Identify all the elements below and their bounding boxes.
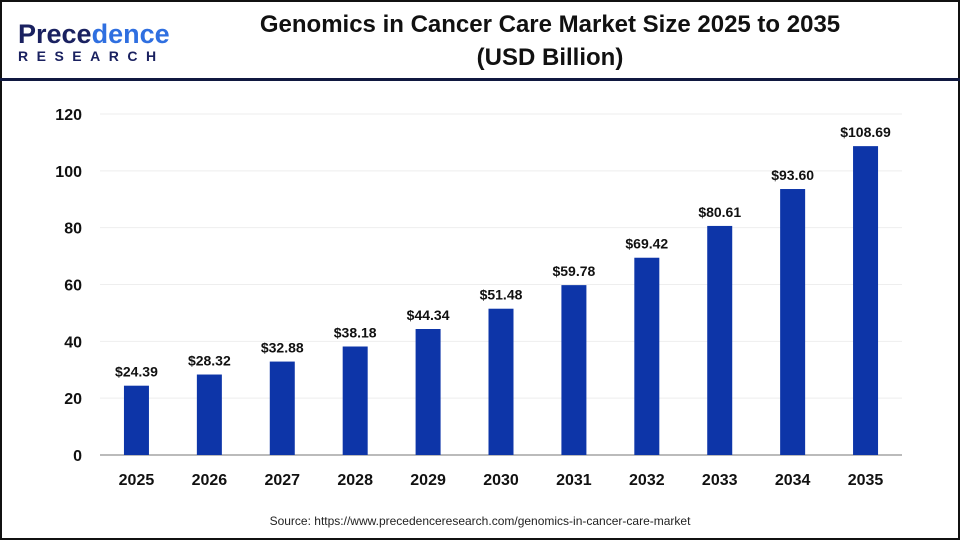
x-tick-label: 2030 bbox=[483, 472, 519, 489]
x-tick-label: 2034 bbox=[775, 472, 811, 489]
source-note: Source: https://www.precedenceresearch.c… bbox=[269, 514, 691, 528]
logo-subtext: RESEARCH bbox=[18, 48, 165, 64]
chart-title: Genomics in Cancer Care Market Size 2025… bbox=[200, 8, 900, 74]
data-label: $69.42 bbox=[625, 236, 668, 252]
logo-text-b: dence bbox=[91, 19, 170, 49]
title-line-2: (USD Billion) bbox=[476, 44, 624, 71]
x-tick-label: 2026 bbox=[192, 472, 228, 489]
data-label: $24.39 bbox=[115, 364, 158, 380]
bar bbox=[342, 346, 368, 455]
x-tick-label: 2027 bbox=[264, 472, 300, 489]
y-tick-label: 80 bbox=[64, 221, 82, 238]
x-tick-label: 2025 bbox=[119, 472, 155, 489]
bar bbox=[707, 225, 733, 455]
logo-text-a: Prece bbox=[18, 19, 92, 49]
y-tick-label: 120 bbox=[55, 107, 82, 124]
data-label: $59.78 bbox=[552, 263, 595, 279]
bar bbox=[269, 361, 295, 455]
bar bbox=[634, 257, 660, 455]
y-tick-label: 0 bbox=[73, 448, 82, 465]
y-tick-label: 60 bbox=[64, 278, 82, 295]
bar bbox=[123, 385, 149, 455]
bar bbox=[415, 329, 441, 455]
title-line-1: Genomics in Cancer Care Market Size 2025… bbox=[259, 11, 841, 38]
bar bbox=[853, 146, 879, 455]
bar bbox=[488, 308, 514, 455]
header-divider bbox=[0, 78, 960, 81]
x-tick-label: 2033 bbox=[702, 472, 738, 489]
x-tick-label: 2032 bbox=[629, 472, 665, 489]
bar bbox=[780, 189, 806, 455]
data-label: $38.18 bbox=[334, 325, 377, 341]
x-tick-label: 2031 bbox=[556, 472, 592, 489]
bar bbox=[196, 374, 222, 455]
data-label: $44.34 bbox=[407, 307, 450, 323]
data-label: $80.61 bbox=[698, 204, 741, 220]
data-label: $108.69 bbox=[840, 124, 891, 140]
data-label: $51.48 bbox=[480, 287, 523, 303]
data-label: $28.32 bbox=[188, 353, 231, 369]
y-tick-label: 40 bbox=[64, 334, 82, 351]
data-label: $93.60 bbox=[771, 167, 814, 183]
bar bbox=[561, 285, 587, 455]
data-label: $32.88 bbox=[261, 340, 304, 356]
x-tick-label: 2029 bbox=[410, 472, 446, 489]
y-tick-label: 20 bbox=[64, 391, 82, 408]
x-tick-label: 2028 bbox=[337, 472, 373, 489]
x-tick-label: 2035 bbox=[848, 472, 884, 489]
logo: Precedence RESEARCH bbox=[18, 20, 170, 64]
y-tick-label: 100 bbox=[55, 164, 82, 181]
